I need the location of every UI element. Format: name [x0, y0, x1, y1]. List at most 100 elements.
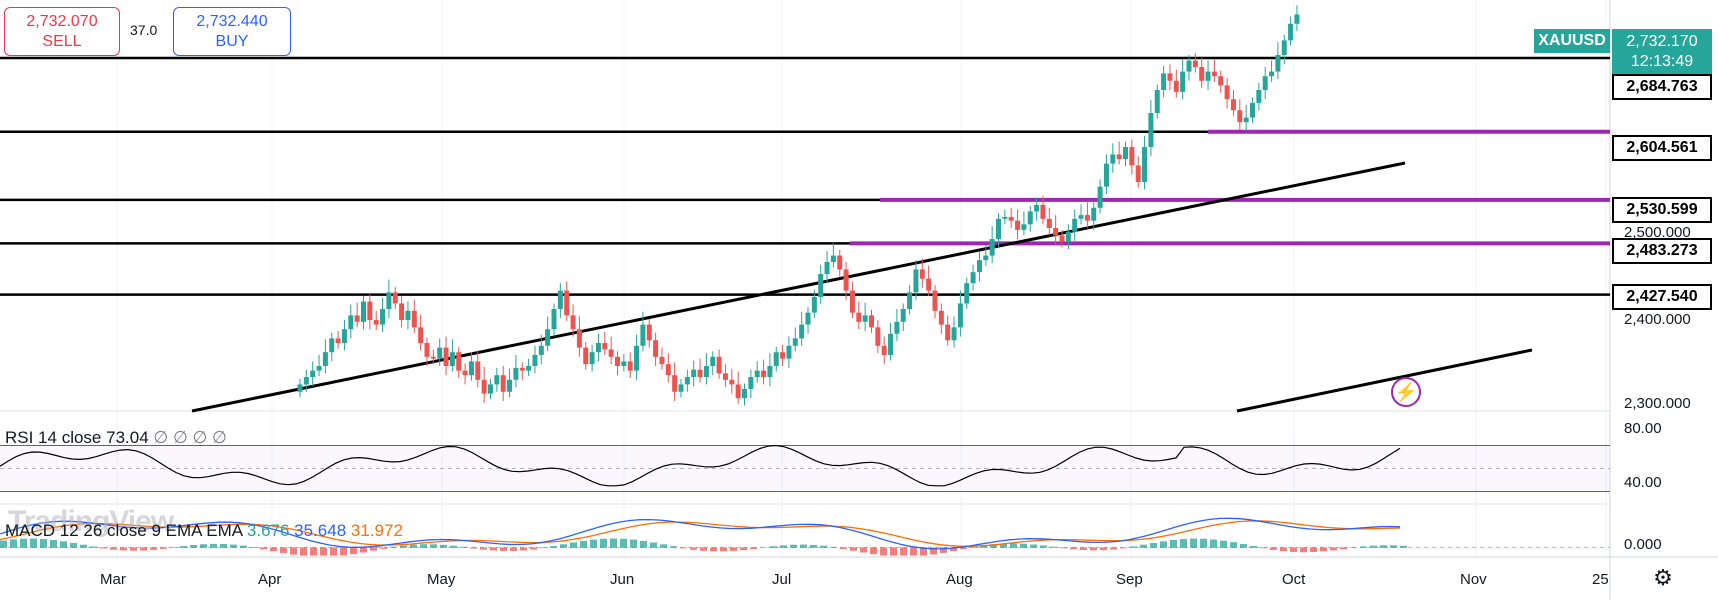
macd-histogram-bar: [530, 547, 537, 550]
candle-body: [1281, 40, 1287, 56]
macd-axis-label: 0.000: [1624, 536, 1662, 553]
candle-body: [989, 239, 995, 256]
rsi-legend[interactable]: RSI 14 close 73.04 ∅ ∅ ∅ ∅: [5, 428, 227, 448]
candle-body: [945, 324, 951, 341]
macd-histogram-bar: [840, 547, 847, 550]
price-axis-label: 2,500.000: [1624, 224, 1691, 241]
macd-histogram-bar: [1180, 539, 1187, 548]
candle-body: [405, 310, 411, 320]
price-level-tag[interactable]: 2,684.763: [1612, 74, 1712, 100]
candle-body: [716, 356, 722, 374]
macd-histogram-bar: [260, 547, 267, 550]
candle-body: [1167, 73, 1173, 81]
macd-histogram-bar: [790, 544, 797, 548]
macd-histogram-bar: [860, 547, 867, 553]
macd-histogram-bar: [520, 547, 527, 551]
macd-histogram-bar: [660, 544, 667, 548]
macd-histogram-bar: [120, 547, 127, 551]
macd-histogram-bar: [1130, 546, 1137, 548]
macd-histogram-bar: [1090, 547, 1097, 551]
trendline: [1236, 348, 1533, 413]
candle-body: [1091, 207, 1097, 221]
lightning-icon[interactable]: ⚡: [1391, 377, 1421, 407]
candle-body: [913, 269, 919, 293]
candle-body: [335, 338, 341, 343]
macd-histogram-bar: [400, 545, 407, 548]
candle-body: [557, 290, 563, 309]
candle-body: [678, 384, 684, 392]
macd-histogram-bar: [700, 547, 707, 551]
macd-histogram-bar: [1280, 547, 1287, 552]
candle-body: [888, 333, 894, 355]
macd-label: MACD 12 26 close 9 EMA EMA: [5, 521, 243, 540]
macd-histogram-bar: [680, 547, 687, 549]
macd-histogram-bar: [670, 546, 677, 548]
macd-value: 35.648: [294, 521, 347, 540]
price-level-tag[interactable]: 2,604.561: [1612, 135, 1712, 161]
macd-histogram-bar: [180, 546, 187, 548]
macd-histogram-bar: [740, 547, 747, 551]
time-axis-label: Jul: [772, 571, 792, 588]
macd-histogram-bar: [1310, 547, 1317, 552]
macd-histogram-bar: [510, 547, 517, 551]
macd-histogram-bar: [1270, 547, 1277, 550]
macd-histogram-bar: [460, 546, 467, 548]
macd-histogram-bar: [1260, 547, 1267, 549]
macd-histogram-bar: [650, 542, 657, 548]
candle-body: [697, 369, 703, 378]
candle-body: [494, 375, 500, 385]
macd-histogram-bar: [760, 547, 767, 548]
candle-body: [1116, 154, 1122, 159]
price-axis-label: 2,300.000: [1624, 395, 1691, 412]
macd-histogram-bar: [800, 544, 807, 548]
candle-body: [1230, 99, 1236, 111]
macd-histogram-bar: [1080, 547, 1087, 551]
macd-histogram-bar: [330, 547, 337, 556]
macd-histogram-bar: [910, 547, 917, 556]
candle-body: [1148, 113, 1154, 148]
macd-histogram-bar: [620, 538, 627, 548]
macd-histogram-bar: [1210, 539, 1217, 548]
gear-icon[interactable]: ⚙: [1653, 565, 1673, 590]
macd-histogram-bar: [190, 545, 197, 548]
current-price-tag: 2,732.170 12:13:49: [1612, 29, 1712, 74]
macd-histogram-bar: [20, 538, 27, 548]
candle-body: [780, 352, 786, 359]
macd-histogram-bar: [30, 538, 37, 548]
candle-body: [1218, 76, 1224, 86]
macd-histogram-bar: [950, 547, 957, 552]
macd-histogram-bar: [1120, 547, 1127, 549]
candle-body: [418, 327, 424, 343]
candle-body: [1097, 186, 1103, 208]
macd-histogram-bar: [550, 546, 557, 548]
candle-body: [456, 352, 462, 371]
candle-body: [1243, 117, 1249, 123]
candle-body: [1211, 71, 1217, 77]
buy-button[interactable]: 2,732.440 BUY: [173, 7, 291, 56]
candle-body: [869, 315, 874, 328]
price-level-tag[interactable]: 2,530.599: [1612, 197, 1712, 223]
sell-button[interactable]: 2,732.070 SELL: [4, 7, 120, 56]
macd-histogram-bar: [450, 545, 457, 548]
sell-label: SELL: [42, 32, 82, 50]
macd-histogram-bar: [990, 544, 997, 548]
candle-body: [570, 315, 576, 330]
candle-body: [703, 366, 709, 378]
macd-histogram-bar: [640, 540, 647, 548]
candle-body: [602, 343, 608, 350]
candle-body: [659, 356, 665, 365]
price-level-tag[interactable]: 2,427.540: [1612, 284, 1712, 310]
candle-body: [1059, 235, 1065, 242]
macd-histogram-bar: [1000, 543, 1007, 548]
macd-legend[interactable]: MACD 12 26 close 9 EMA EMA 3.676 35.648 …: [5, 521, 403, 541]
macd-histogram-bar: [380, 547, 387, 549]
macd-histogram-bar: [290, 547, 297, 555]
candle-body: [849, 290, 855, 313]
candle-body: [1262, 76, 1268, 90]
macd-histogram-bar: [1230, 542, 1237, 548]
price-level-tag[interactable]: 2,483.273: [1612, 238, 1712, 264]
candle-body: [640, 324, 646, 346]
candle-body: [970, 272, 976, 284]
candle-body: [1269, 71, 1275, 77]
